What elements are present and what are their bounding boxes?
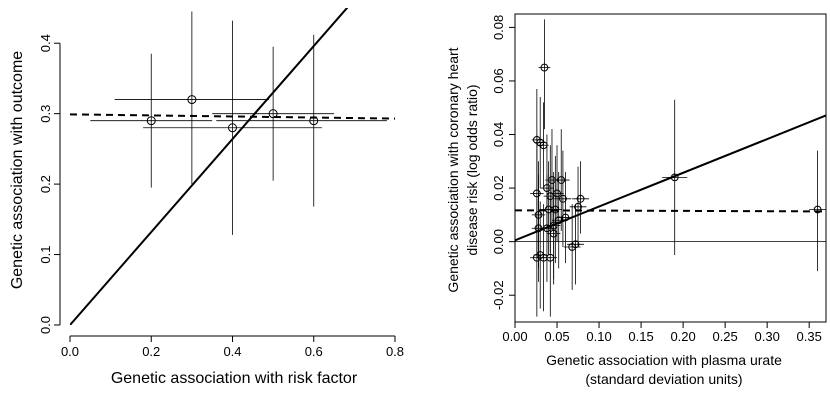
data-point [90, 53, 213, 188]
data-point [552, 129, 570, 231]
x-tick-label: 0.8 [386, 344, 404, 359]
data-point [809, 150, 826, 272]
x-tick-label: 0.0 [61, 344, 79, 359]
y-tick-label: 0.0 [38, 316, 53, 334]
point-marker [576, 194, 585, 203]
right-x-axis-title-line2: (standard deviation units) [585, 371, 742, 387]
y-tick-label: 0.08 [491, 15, 506, 40]
data-point [557, 172, 574, 264]
y-tick-label: 0.4 [38, 34, 53, 52]
left-panel: 0.0 0.2 0.4 0.6 0.8 0.0 0.1 0.2 0.3 0.4 Genetic a… [9, 8, 404, 387]
right-points [530, 19, 826, 317]
left-x-axis-title: Genetic association with risk factor [111, 370, 358, 387]
x-tick-label: 0.30 [755, 329, 780, 344]
data-point [114, 11, 270, 185]
point-marker [540, 63, 549, 72]
x-tick-label: 0.6 [305, 344, 323, 359]
data-point [554, 150, 572, 248]
point-marker [146, 116, 156, 126]
data-point [572, 161, 589, 234]
left-y-axis-title: Genetic association with outcome [9, 51, 26, 289]
right-x-axis-title-line1: Genetic association with plasma urate [546, 352, 782, 368]
data-point [567, 204, 584, 285]
right-panel: 0.00 0.05 0.10 0.15 0.20 0.25 0.30 0.35 -0.02 0.0… [445, 13, 827, 387]
point-marker [532, 189, 541, 198]
y-tick-label: 0.06 [491, 68, 506, 93]
x-tick-label: 0.15 [628, 329, 653, 344]
right-y-axis-title-line1: Genetic association with coronary heart [445, 47, 461, 292]
data-point [143, 20, 322, 235]
y-tick-label: 0.3 [38, 105, 53, 123]
point-marker [561, 213, 570, 222]
y-tick-label: -0.02 [491, 280, 506, 310]
point-marker [574, 202, 582, 211]
plot-box [514, 13, 827, 323]
y-tick-label: 0.2 [38, 175, 53, 193]
point-marker [813, 205, 822, 214]
x-tick-label: 0.2 [142, 344, 160, 359]
point-marker [309, 116, 319, 126]
dashed-fit-line [515, 209, 826, 213]
point-marker [553, 189, 561, 198]
x-tick-label: 0.05 [544, 329, 569, 344]
point-marker [557, 176, 566, 184]
x-tick-label: 0.25 [712, 329, 737, 344]
right-plot-frame [514, 13, 827, 323]
left-ticks: 0.0 0.2 0.4 0.6 0.8 0.0 0.1 0.2 0.3 0.4 [38, 34, 404, 359]
x-tick-label: 0.20 [670, 329, 695, 344]
y-tick-label: 0.1 [38, 246, 53, 264]
data-point [216, 34, 387, 207]
right-y-axis-title-line2: disease risk (log odds ratio) [464, 84, 480, 255]
x-tick-label: 0.4 [223, 344, 241, 359]
point-marker [228, 123, 237, 133]
left-points [90, 11, 387, 235]
y-tick-label: 0.02 [491, 175, 506, 200]
point-marker [559, 194, 567, 203]
right-fit-lines [515, 114, 826, 243]
right-ticks: 0.00 0.05 0.10 0.15 0.20 0.25 0.30 0.35 -0.02 0.0… [491, 15, 822, 344]
x-tick-label: 0.35 [797, 329, 822, 344]
point-marker [554, 216, 563, 225]
y-tick-label: 0.04 [491, 122, 506, 147]
point-marker [571, 240, 580, 249]
x-tick-label: 0.10 [586, 329, 611, 344]
point-marker [187, 95, 197, 105]
x-tick-label: 0.00 [502, 329, 527, 344]
data-point [662, 99, 688, 256]
point-marker [268, 109, 278, 119]
data-point [569, 166, 587, 248]
solid-fit-line [515, 114, 826, 242]
data-point [212, 46, 335, 181]
data-point [540, 161, 558, 256]
y-tick-label: 0.00 [491, 229, 506, 254]
data-point [538, 19, 551, 130]
point-marker [670, 173, 679, 182]
data-point [531, 88, 543, 191]
